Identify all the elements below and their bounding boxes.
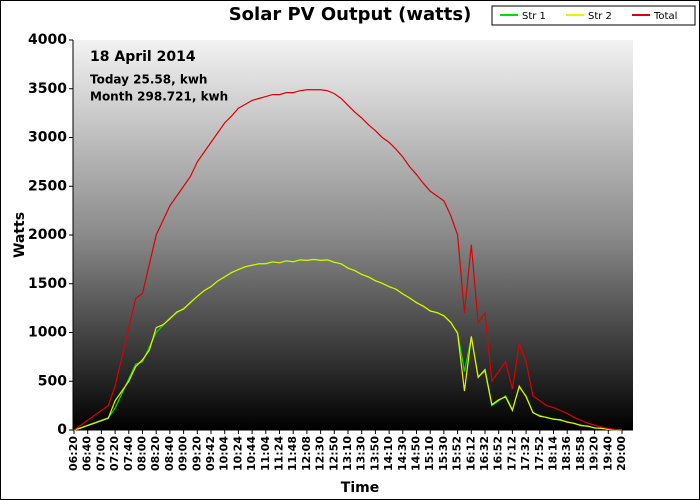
x-tick-label: 13:10 [341, 436, 354, 471]
x-tick-label: 18:14 [547, 436, 560, 471]
x-tick-label: 09:20 [190, 436, 203, 471]
y-tick-label: 500 [38, 373, 67, 389]
x-tick-label: 13:30 [355, 436, 368, 471]
x-tick-label: 10:04 [218, 436, 231, 471]
x-tick-label: 16:32 [478, 436, 491, 471]
plot-area [73, 40, 633, 430]
x-tick-label: 13:50 [368, 436, 381, 471]
x-tick-label: 15:52 [451, 436, 464, 471]
x-tick-label: 16:52 [492, 436, 505, 471]
x-tick-label: 14:30 [396, 436, 409, 471]
x-tick-label: 18:58 [574, 436, 587, 471]
y-tick-label: 4000 [28, 32, 67, 48]
x-tick-label: 19:40 [601, 436, 614, 471]
x-tick-label: 12:30 [314, 436, 327, 471]
x-tick-label: 09:00 [177, 436, 190, 471]
x-tick-label: 18:36 [560, 436, 573, 471]
x-tick-label: 11:04 [259, 436, 272, 471]
annotation: Today 25.58, kwh [90, 73, 207, 87]
x-tick-label: 15:10 [423, 436, 436, 471]
x-tick-label: 14:10 [382, 436, 395, 471]
x-tick-label: 10:24 [231, 436, 244, 471]
x-tick-label: 11:24 [273, 436, 286, 471]
y-tick-label: 1000 [28, 325, 67, 341]
x-axis-label: Time [341, 480, 379, 496]
legend [491, 5, 696, 26]
x-tick-label: 19:20 [588, 436, 601, 471]
x-tick-label: 14:50 [410, 436, 423, 471]
x-tick-label: 06:40 [81, 436, 94, 471]
x-tick-label: 10:44 [245, 436, 258, 471]
x-tick-label: 07:20 [108, 436, 121, 471]
x-tick-label: 15:30 [437, 436, 450, 471]
x-tick-label: 20:00 [615, 436, 628, 471]
y-tick-label: 2000 [28, 227, 67, 243]
x-tick-label: 12:08 [300, 436, 313, 471]
x-tick-label: 12:50 [327, 436, 340, 471]
y-tick-label: 0 [57, 422, 67, 438]
y-tick-label: 2500 [28, 178, 67, 194]
x-tick-label: 16:12 [464, 436, 477, 471]
x-tick-label: 11:48 [286, 436, 299, 471]
x-tick-label: 08:20 [149, 436, 162, 471]
series-line [73, 89, 623, 431]
x-tick-label: 07:40 [122, 436, 135, 471]
annotation: 18 April 2014 [90, 49, 196, 65]
x-tick-label: 06:20 [67, 436, 80, 471]
y-tick-label: 3500 [28, 81, 67, 97]
legend-label: Total [653, 11, 677, 22]
x-tick-label: 09:42 [204, 436, 217, 471]
y-tick-label: 3000 [28, 130, 67, 146]
chart-title: Solar PV Output (watts) [229, 4, 472, 25]
legend-label: Str 1 [522, 11, 546, 22]
y-axis-label: Watts [12, 212, 28, 258]
annotation: Month 298.721, kwh [90, 90, 228, 104]
y-tick-label: 1500 [28, 276, 67, 292]
x-tick-label: 07:00 [94, 436, 107, 471]
series-line [73, 258, 623, 431]
x-tick-label: 17:52 [533, 436, 546, 471]
legend-label: Str 2 [588, 11, 612, 22]
x-tick-label: 17:12 [505, 436, 518, 471]
x-tick-label: 08:00 [136, 436, 149, 471]
x-tick-label: 08:40 [163, 436, 176, 471]
x-tick-label: 17:32 [519, 436, 532, 471]
